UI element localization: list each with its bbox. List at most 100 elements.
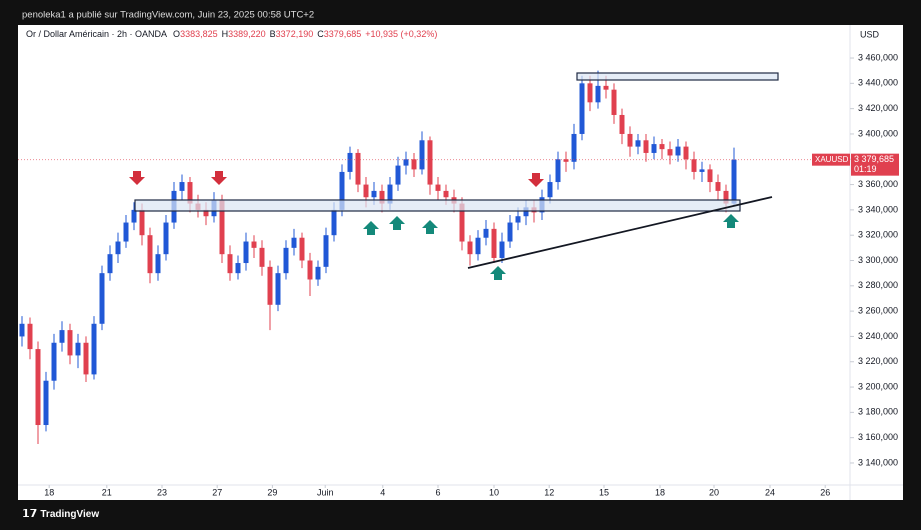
ohlc-value: 3383,825 <box>180 29 218 39</box>
x-tick-label: 26 <box>820 487 830 497</box>
ohlc-value: 3389,220 <box>228 29 266 39</box>
candle-body <box>475 237 481 255</box>
candle-body <box>27 323 33 350</box>
publisher: penoleka1 a publié sur TradingView.com, … <box>22 10 314 21</box>
candle-body <box>339 171 345 210</box>
y-tick-label: 3 260,000 <box>858 305 898 315</box>
candle-body <box>363 184 369 198</box>
currency: USD <box>860 29 880 39</box>
candle-body <box>291 237 297 248</box>
x-tick-label: 29 <box>267 487 277 497</box>
symbol-tag <box>812 153 850 166</box>
candle-body <box>83 342 89 375</box>
x-tick-label: 18 <box>655 487 665 497</box>
candle-body <box>587 83 593 103</box>
plot: 3 140,000 3 160,000 3 180,000 3 200,000 3 22… <box>18 52 898 497</box>
candle-body <box>147 235 153 274</box>
down-arrow <box>129 171 145 185</box>
candle-body <box>595 85 601 103</box>
ohlc-value: 3379,685 <box>324 29 362 39</box>
candle-body <box>203 209 209 217</box>
trendline <box>467 196 773 269</box>
candle-body <box>163 222 169 255</box>
candle-body <box>691 159 697 172</box>
candle-body <box>395 165 401 185</box>
x-tick-label: 6 <box>435 487 440 497</box>
support-zone <box>134 199 741 212</box>
candle-body <box>523 207 529 217</box>
ohlc-value: 3372,190 <box>276 29 314 39</box>
candle-body <box>235 263 241 274</box>
ohlc-key: H <box>222 29 229 39</box>
candle-body <box>683 146 689 160</box>
y-tick-label: 3 460,000 <box>858 52 898 62</box>
candle-body <box>659 144 665 150</box>
candle-body <box>459 203 465 242</box>
x-tick-label: 21 <box>102 487 112 497</box>
candle-body <box>635 140 641 147</box>
candle-body <box>347 152 353 172</box>
candle-body <box>267 266 273 305</box>
footer-brand: 𝟭𝟳 TradingView <box>22 508 99 520</box>
candle-body <box>219 199 225 255</box>
candle-body <box>315 266 321 280</box>
y-tick-label: 3 180,000 <box>858 407 898 417</box>
candle-body <box>115 241 121 255</box>
ohlc-key: B <box>270 29 276 39</box>
down-arrows <box>129 171 544 187</box>
y-tick-label: 3 160,000 <box>858 432 898 442</box>
down-arrow <box>528 173 544 187</box>
y-tick-label: 3 320,000 <box>858 230 898 240</box>
candle-body <box>243 241 249 264</box>
candle-body <box>435 184 441 191</box>
candle-body <box>275 273 281 305</box>
candle-body <box>419 140 425 170</box>
price-tag-label: 3 379,685 <box>854 154 894 164</box>
candle-body <box>555 159 561 183</box>
x-tick-label: Juin <box>317 487 334 497</box>
candle-body <box>619 114 625 134</box>
candle-body <box>667 149 673 156</box>
x-tick-label: 23 <box>157 487 167 497</box>
candle-body <box>547 182 553 198</box>
candle-body <box>483 228 489 238</box>
candle-body <box>403 159 409 166</box>
candle-body <box>371 190 377 198</box>
candle-body <box>107 254 113 274</box>
candle-body <box>131 209 137 223</box>
candle-body <box>379 190 385 204</box>
ohlc-key: C <box>317 29 324 39</box>
candle-body <box>323 235 329 267</box>
candle-body <box>731 159 737 204</box>
candle-body <box>579 83 585 134</box>
change: +10,935 (+0,32%) <box>365 29 437 39</box>
candle-body <box>67 330 73 356</box>
x-tick-label: 20 <box>709 487 719 497</box>
candle-body <box>563 159 569 162</box>
y-tick-label: 3 140,000 <box>858 457 898 467</box>
candle-body <box>91 323 97 375</box>
candle-body <box>75 342 81 356</box>
candle-body <box>467 241 473 255</box>
candle-body <box>187 182 193 204</box>
chart-title: Or / Dollar Américain · 2h · OANDA <box>26 29 167 39</box>
candle-body <box>443 190 449 198</box>
brand: TradingView <box>40 509 99 520</box>
chart-panel <box>18 25 903 500</box>
x-tick-label: 10 <box>489 487 499 497</box>
up-arrow <box>363 221 379 235</box>
candle-body <box>19 323 25 337</box>
candle-body <box>99 273 105 324</box>
candle-body <box>307 260 313 280</box>
candle-body <box>515 216 521 223</box>
y-tick-label: 3 440,000 <box>858 78 898 88</box>
drawings <box>129 72 779 280</box>
candle-body <box>331 209 337 236</box>
y-tick-label: 3 200,000 <box>858 381 898 391</box>
y-tick-label: 3 220,000 <box>858 356 898 366</box>
candle-body <box>299 237 305 261</box>
up-arrow <box>422 220 438 234</box>
countdown: 01:19 <box>854 164 877 174</box>
